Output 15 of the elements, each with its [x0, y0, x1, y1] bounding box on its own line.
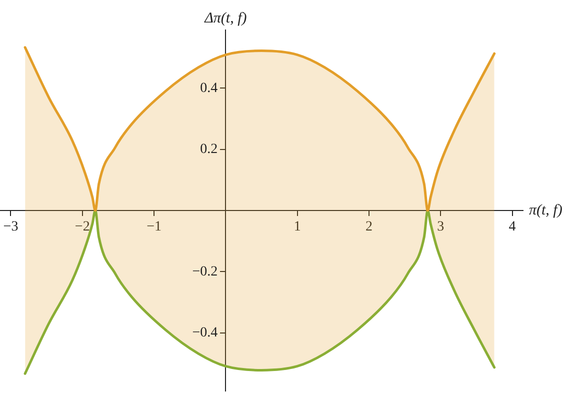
y-tick-label: −0.4	[192, 326, 218, 341]
x-tick-label: 3	[437, 220, 444, 235]
x-axis-title: π(t, f)	[529, 202, 562, 218]
y-axis-title: Δπ(t, f)	[204, 10, 247, 26]
x-tick-label: 1	[294, 220, 301, 235]
x-tick-label: −3	[3, 220, 18, 235]
x-tick-label: 4	[508, 220, 516, 235]
x-tick-label: −2	[74, 220, 90, 235]
x-tick-label: 2	[365, 220, 372, 235]
y-tick-label: 0.2	[200, 142, 218, 157]
x-tick-label: −1	[146, 220, 162, 235]
y-tick-label: 0.4	[200, 80, 218, 96]
line-series	[24, 209, 496, 375]
y-tick-label: −0.2	[192, 264, 218, 280]
line-series	[24, 46, 496, 212]
